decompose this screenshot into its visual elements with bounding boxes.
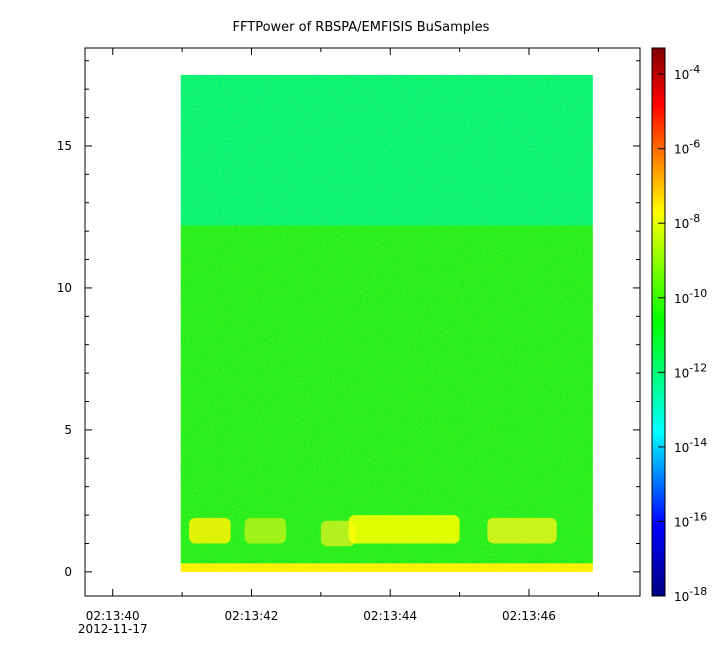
colorbar-tick-label: 10-4 bbox=[674, 63, 700, 82]
y-tick-label: 5 bbox=[64, 423, 72, 437]
x-tick-label: 02:13:42 bbox=[225, 609, 279, 623]
x-date-label: 2012-11-17 bbox=[78, 622, 148, 636]
x-axis: 02:13:40 02:13:42 02:13:44 02:13:46 2012-11-… bbox=[78, 48, 599, 636]
colorbar-tick-label: 10-16 bbox=[674, 510, 707, 529]
x-tick-label: 02:13:46 bbox=[502, 609, 556, 623]
colorbar-gradient bbox=[651, 47, 666, 597]
colorbar-tick-label: 10-14 bbox=[674, 436, 707, 455]
colorbar-tick-label: 10-12 bbox=[674, 361, 707, 380]
noise-texture bbox=[180, 74, 593, 572]
x-tick-label: 02:13:40 bbox=[86, 609, 140, 623]
plot-area: 02:13:40 02:13:42 02:13:44 02:13:46 2012-11-… bbox=[57, 47, 641, 636]
y-tick-label: 10 bbox=[57, 281, 72, 295]
colorbar-tick-label: 10-8 bbox=[674, 212, 700, 231]
x-tick-label: 02:13:44 bbox=[363, 609, 417, 623]
chart-title: FFTPower of RBSPA/EMFISIS BuSamples bbox=[233, 20, 490, 35]
colorbar: 10-18 10-16 10-14 10-12 10-10 10-8 10-6 10-4 bbox=[651, 47, 707, 604]
colorbar-tick-label: 10-10 bbox=[674, 287, 707, 306]
y-tick-label: 15 bbox=[57, 139, 72, 153]
colorbar-tick-label: 10-6 bbox=[674, 138, 700, 157]
y-tick-label: 0 bbox=[64, 565, 72, 579]
colorbar-tick-label: 10-18 bbox=[674, 585, 707, 604]
spectrogram-image bbox=[180, 74, 593, 572]
y-axis: 0 5 10 15 bbox=[57, 60, 640, 579]
